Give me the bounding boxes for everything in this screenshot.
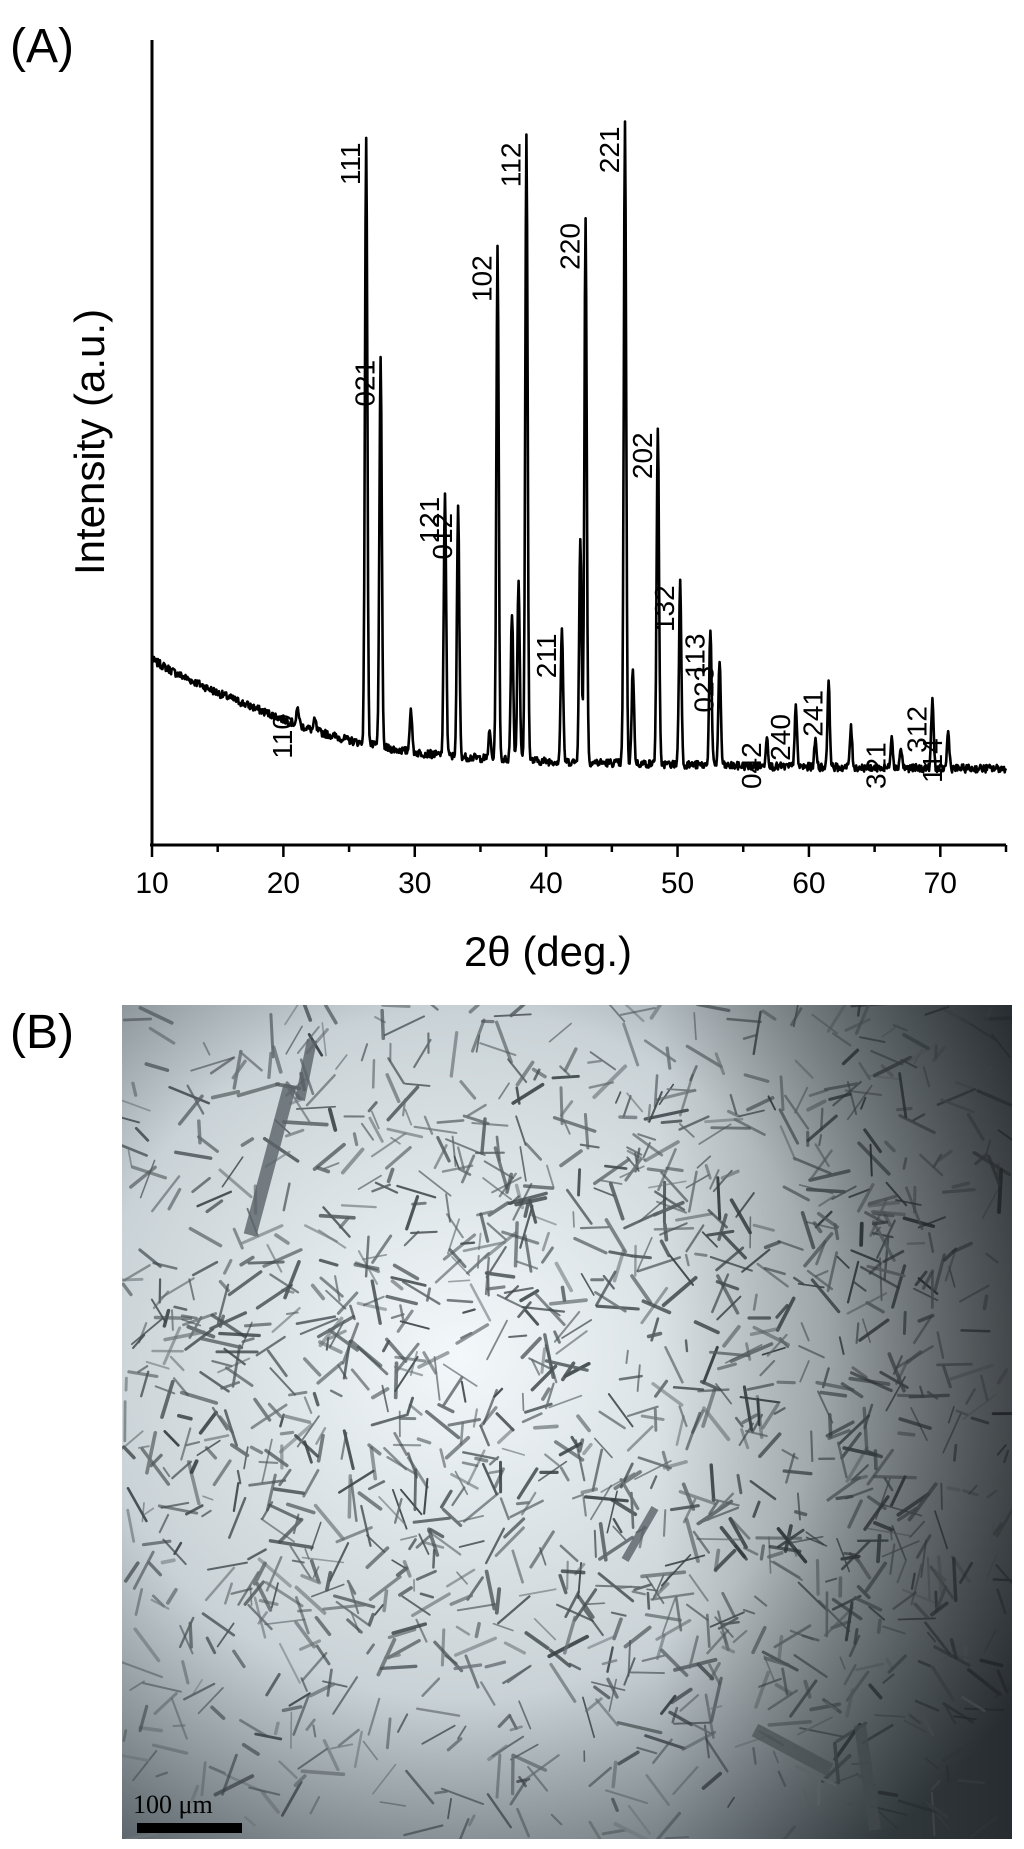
- peak-label: 111: [335, 143, 366, 186]
- micrograph-vignette: [122, 1005, 1012, 1839]
- peak-label: 012: [427, 513, 458, 560]
- x-tick-label: 70: [924, 867, 957, 900]
- x-tick-label: 20: [267, 867, 300, 900]
- scale-bar: [137, 1823, 242, 1833]
- peak-label: 241: [798, 690, 829, 737]
- peak-label: 211: [531, 634, 562, 679]
- x-tick-label: 40: [529, 867, 562, 900]
- scale-bar-label: 100 μm: [133, 1790, 213, 1819]
- x-tick-label: 60: [792, 867, 825, 900]
- peak-label: 312: [901, 706, 932, 753]
- peak-label: 221: [594, 127, 625, 174]
- peak-labels: 1101110211210121021122112202212021321130…: [267, 127, 948, 790]
- x-ticks: [150, 845, 1008, 857]
- xrd-pattern-line: [150, 120, 1008, 774]
- panel-a-label: (A): [10, 20, 74, 73]
- peak-label: 112: [495, 143, 526, 188]
- peak-label: 220: [555, 223, 586, 270]
- peak-label: 110: [267, 714, 298, 759]
- x-tick-label: 10: [135, 867, 168, 900]
- x-tick-labels: 10 20 30 40 50 60 70: [135, 867, 957, 900]
- peak-label: 121: [414, 497, 445, 544]
- peak-label: 321: [861, 742, 892, 789]
- y-axis-title: Intensity (a.u.): [66, 309, 113, 575]
- micrograph-image: 100 μm: [122, 1005, 1012, 1839]
- peak-label: 202: [627, 432, 658, 479]
- peak-label: 042: [736, 742, 767, 789]
- peak-label: 132: [649, 585, 680, 632]
- x-tick-label: 30: [398, 867, 431, 900]
- peak-label: 102: [467, 255, 498, 302]
- x-axis-title: 2θ (deg.): [464, 928, 632, 975]
- peak-label: 114: [917, 738, 948, 783]
- peak-label: 240: [765, 714, 796, 761]
- x-tick-label: 50: [661, 867, 694, 900]
- peak-label: 113: [679, 634, 710, 679]
- peak-label: 023: [689, 666, 720, 713]
- panel-b-label: (B): [10, 1006, 74, 1059]
- peak-label: 021: [350, 360, 381, 407]
